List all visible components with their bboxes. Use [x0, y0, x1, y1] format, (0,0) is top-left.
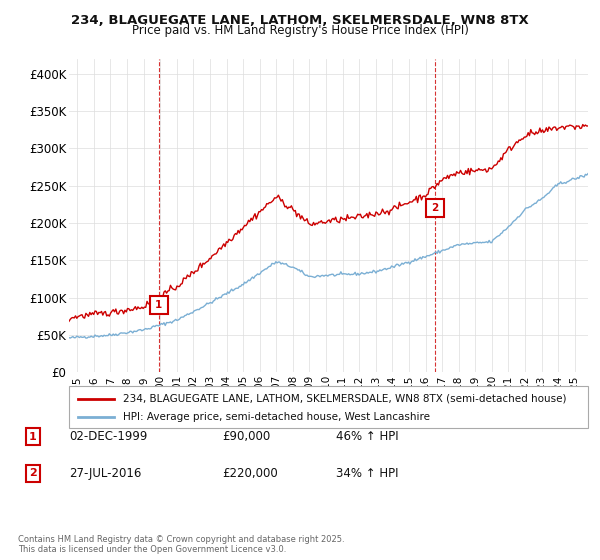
Text: 2: 2 — [29, 468, 37, 478]
Text: 1: 1 — [155, 300, 163, 310]
Text: Contains HM Land Registry data © Crown copyright and database right 2025.
This d: Contains HM Land Registry data © Crown c… — [18, 535, 344, 554]
Text: HPI: Average price, semi-detached house, West Lancashire: HPI: Average price, semi-detached house,… — [123, 412, 430, 422]
Text: Price paid vs. HM Land Registry's House Price Index (HPI): Price paid vs. HM Land Registry's House … — [131, 24, 469, 37]
Text: 2: 2 — [431, 203, 439, 213]
Text: 27-JUL-2016: 27-JUL-2016 — [69, 466, 142, 480]
Text: 02-DEC-1999: 02-DEC-1999 — [69, 430, 148, 444]
Text: 234, BLAGUEGATE LANE, LATHOM, SKELMERSDALE, WN8 8TX: 234, BLAGUEGATE LANE, LATHOM, SKELMERSDA… — [71, 14, 529, 27]
Text: 46% ↑ HPI: 46% ↑ HPI — [336, 430, 398, 444]
Text: 34% ↑ HPI: 34% ↑ HPI — [336, 466, 398, 480]
Text: 234, BLAGUEGATE LANE, LATHOM, SKELMERSDALE, WN8 8TX (semi-detached house): 234, BLAGUEGATE LANE, LATHOM, SKELMERSDA… — [123, 394, 566, 404]
Text: £90,000: £90,000 — [222, 430, 270, 444]
Text: 1: 1 — [29, 432, 37, 442]
Text: £220,000: £220,000 — [222, 466, 278, 480]
